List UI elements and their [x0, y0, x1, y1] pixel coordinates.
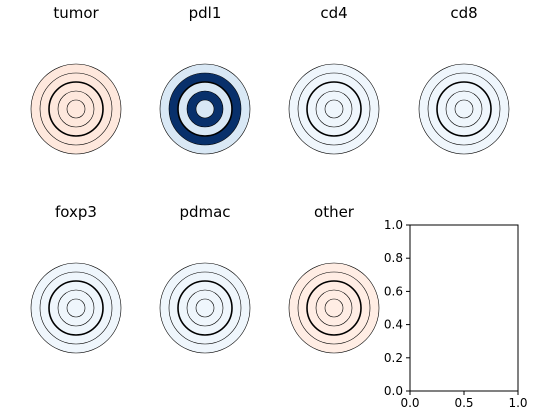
ring-3-fill — [49, 281, 103, 335]
ring-outline-4 — [57, 289, 95, 327]
ring-outline-1 — [288, 63, 380, 155]
ring-outline-3 — [177, 81, 233, 137]
ring-outline-3 — [306, 81, 362, 137]
ring-outline-5 — [66, 298, 86, 318]
ring-outline-5 — [195, 298, 215, 318]
x-tick-label: 0.0 — [400, 396, 419, 410]
ring-outline-2 — [297, 72, 371, 146]
ring-panel-cd4 — [288, 63, 380, 155]
panel-title-pdl1: pdl1 — [189, 4, 222, 22]
ring-outline-2 — [39, 72, 113, 146]
ring-5-fill — [67, 100, 85, 118]
ring-outline-3 — [177, 280, 233, 336]
ring-outline-5 — [66, 99, 86, 119]
ring-5-fill — [325, 299, 343, 317]
ring-panel-other — [288, 262, 380, 354]
ring-outline-1 — [30, 63, 122, 155]
ring-4-fill — [58, 91, 94, 127]
y-tick-label: 0.0 — [384, 384, 403, 398]
y-tick-label: 1.0 — [384, 218, 403, 232]
ring-3-fill — [307, 281, 361, 335]
ring-5-fill — [196, 299, 214, 317]
empty-axes-frame — [409, 224, 519, 392]
empty-axes-panel: 0.0 0.5 1.0 0.0 0.2 0.4 0.6 0.8 1.0 — [384, 218, 528, 410]
ring-outline-1 — [30, 262, 122, 354]
ring-panel-pdl1 — [159, 63, 251, 155]
ring-3-fill — [177, 280, 233, 336]
ring-outline-1 — [418, 63, 510, 155]
ring-3-fill — [177, 81, 233, 137]
ring-outline-3 — [306, 280, 362, 336]
ring-outline-4 — [315, 90, 353, 128]
x-tick-label: 1.0 — [508, 396, 527, 410]
ring-outline-2 — [297, 271, 371, 345]
y-tick-label: 0.8 — [384, 251, 403, 265]
ring-panel-cd8 — [418, 63, 510, 155]
panel-title-cd4: cd4 — [320, 4, 347, 22]
panel-title-pdmac: pdmac — [179, 203, 230, 221]
ring-outline-1 — [288, 262, 380, 354]
ring-outline-5 — [454, 99, 474, 119]
ring-outline-2 — [168, 271, 242, 345]
ring-outline-3 — [48, 280, 104, 336]
x-tick-label: 0.5 — [454, 396, 473, 410]
ring-3-fill — [49, 82, 103, 136]
ring-4-fill — [58, 290, 94, 326]
ring-outline-5 — [324, 298, 344, 318]
y-tick-label: 0.2 — [384, 351, 403, 365]
ring-panel-tumor — [30, 63, 122, 155]
ring-outline-2 — [39, 271, 113, 345]
y-tick-label: 0.6 — [384, 284, 403, 298]
ring-4-fill — [187, 290, 223, 326]
ring-outline-4 — [186, 90, 224, 128]
ring-4-fill — [187, 91, 223, 127]
ring-5-fill — [67, 299, 85, 317]
panel-title-foxp3: foxp3 — [55, 203, 97, 221]
ring-3-fill — [437, 82, 491, 136]
ring-outline-1 — [159, 262, 251, 354]
ring-4-fill — [316, 91, 352, 127]
ring-5-fill — [455, 100, 473, 118]
ring-outline-5 — [324, 99, 344, 119]
ring-outline-4 — [57, 90, 95, 128]
ring-outline-2 — [168, 72, 242, 146]
ring-panel-foxp3 — [30, 262, 122, 354]
ring-outline-4 — [445, 90, 483, 128]
panel-title-other: other — [314, 203, 355, 221]
ring-5-fill — [196, 100, 214, 118]
ring-3-fill — [307, 82, 361, 136]
ring-outline-3 — [436, 81, 492, 137]
panel-title-cd8: cd8 — [450, 4, 477, 22]
ring-4-fill — [446, 91, 482, 127]
ring-outline-4 — [186, 289, 224, 327]
ring-outline-5 — [195, 99, 215, 119]
y-tick-label: 0.4 — [384, 318, 403, 332]
ring-outline-3 — [48, 81, 104, 137]
ring-panel-pdmac — [159, 262, 251, 354]
ring-outline-4 — [315, 289, 353, 327]
ring-5-fill — [325, 100, 343, 118]
ring-outline-1 — [159, 63, 251, 155]
ring-outline-2 — [427, 72, 501, 146]
panel-title-tumor: tumor — [53, 4, 99, 22]
ring-4-fill — [316, 290, 352, 326]
